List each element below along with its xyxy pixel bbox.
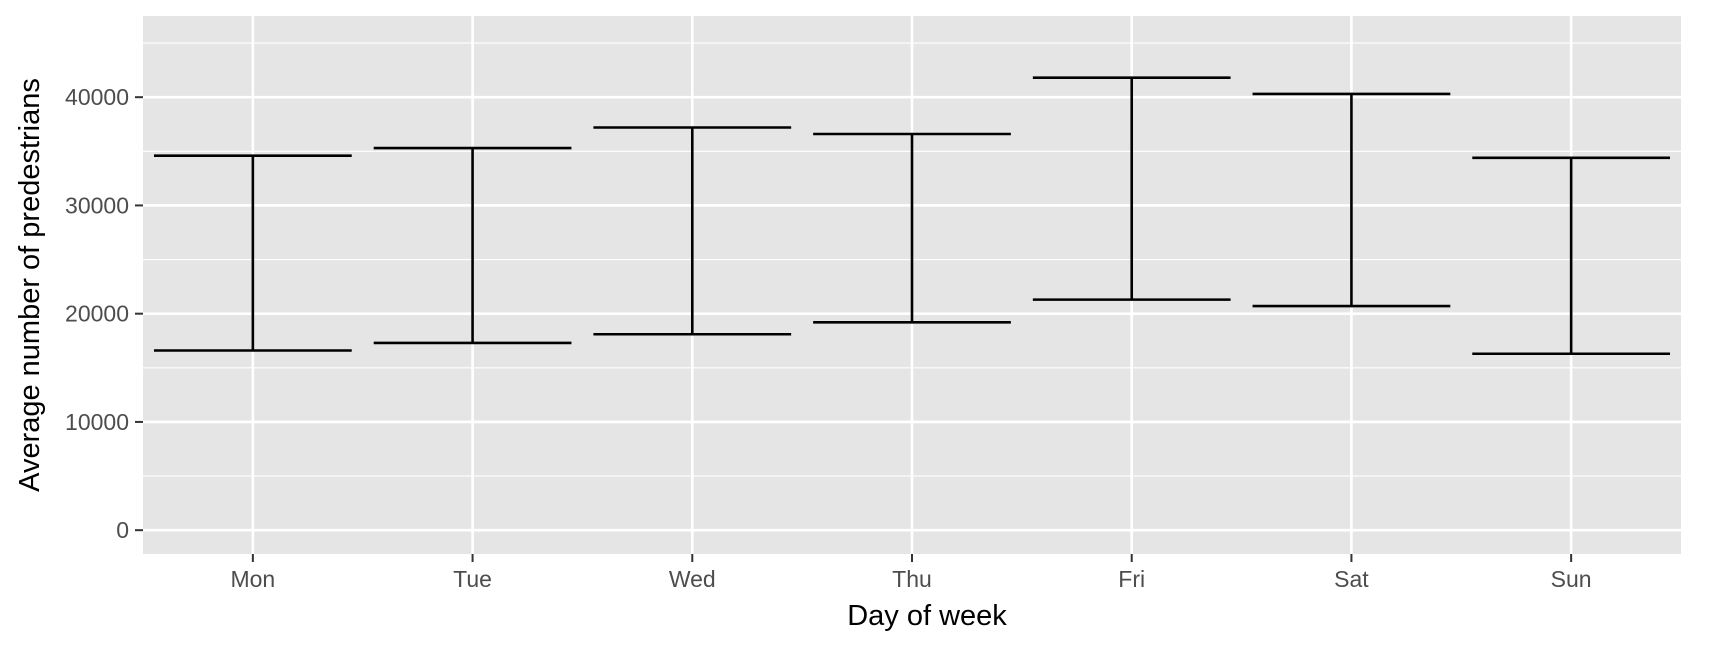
errorbar	[593, 126, 792, 336]
errorbar	[153, 154, 352, 352]
x-axis-title: Day of week	[847, 600, 1007, 632]
x-tick-label: Tue	[453, 566, 492, 592]
y-tick-label: 40000	[65, 84, 129, 110]
errorbar	[1472, 156, 1671, 356]
x-tick-label: Thu	[892, 566, 932, 592]
errorbar	[1252, 92, 1451, 308]
x-tick-label: Wed	[669, 566, 716, 592]
y-tick-label: 20000	[65, 301, 129, 327]
y-tick-label: 30000	[65, 192, 129, 218]
y-tick-label: 10000	[65, 409, 129, 435]
x-tick-label: Fri	[1118, 566, 1145, 592]
y-tick-label: 0	[116, 517, 129, 543]
x-tick-label: Mon	[230, 566, 275, 592]
axis-ticks: 0 10000 20000 30000 40000 Mon Tue Wed Thu Fri Sat S…	[65, 84, 1592, 592]
x-tick-label: Sat	[1334, 566, 1369, 592]
errorbar	[813, 132, 1011, 324]
error-bars	[153, 76, 1671, 356]
y-axis-title: Average number of predestrians	[14, 78, 46, 492]
errorbar	[373, 146, 572, 345]
x-tick-label: Sun	[1551, 566, 1592, 592]
errorbar	[1032, 76, 1231, 301]
